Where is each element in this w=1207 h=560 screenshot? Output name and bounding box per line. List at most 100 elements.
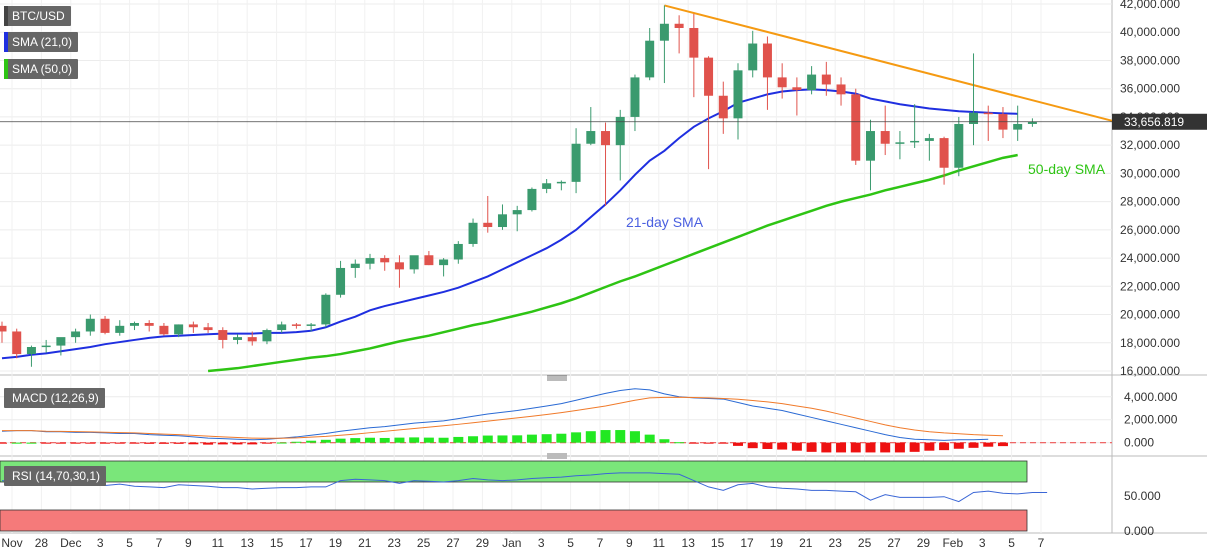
candle-body: [26, 347, 36, 355]
x-tick-label: 25: [858, 536, 872, 550]
price-y-tick-label: 30,000.000: [1120, 166, 1180, 180]
macd-histogram-bar: [703, 442, 714, 444]
candle-body: [792, 87, 802, 91]
price-y-tick-label: 42,000.000: [1120, 0, 1180, 11]
candle-body: [41, 345, 51, 348]
price-y-tick-label: 36,000.000: [1120, 82, 1180, 96]
x-tick-label: 11: [653, 536, 666, 550]
x-tick-label: Nov: [1, 536, 22, 550]
x-tick-label: 9: [626, 536, 633, 550]
rsi-legend[interactable]: RSI (14,70,30,1): [4, 466, 107, 486]
macd-histogram-bar: [821, 442, 832, 453]
sma21-legend[interactable]: SMA (21,0): [4, 32, 79, 52]
macd-histogram-bar: [438, 437, 449, 443]
candle-body: [247, 337, 257, 342]
candle-body: [321, 294, 331, 325]
macd-histogram-bar: [644, 434, 655, 443]
rsi-y-tick-label: 50.000: [1124, 489, 1161, 503]
macd-histogram-bar: [379, 437, 390, 443]
macd-histogram-bar: [953, 442, 964, 449]
price-y-tick-label: 20,000.000: [1120, 308, 1180, 322]
candle-body: [939, 138, 949, 168]
x-tick-label: 28: [35, 536, 49, 550]
macd-histogram-bar: [320, 439, 331, 443]
candle-body: [497, 214, 507, 228]
x-tick-label: 27: [446, 536, 460, 550]
price-y-tick-label: 40,000.000: [1120, 25, 1180, 39]
macd-signal-line: [2, 396, 1003, 439]
candles: [0, 5, 1037, 367]
candle-body: [659, 23, 669, 41]
macd-histogram-bar: [144, 442, 155, 444]
x-tick-label: 25: [417, 536, 431, 550]
rsi-label: RSI (14,70,30,1): [12, 469, 101, 483]
macd-histogram-bar: [129, 442, 140, 444]
macd-histogram-bar: [968, 442, 979, 448]
macd-legend[interactable]: MACD (12,26,9): [4, 388, 105, 408]
rsi-line: [1, 472, 1048, 503]
x-tick-label: 3: [538, 536, 545, 550]
macd-histogram-bar: [924, 442, 935, 451]
macd-histogram-bar: [865, 442, 876, 453]
candle-body: [336, 267, 346, 295]
x-tick-label: 19: [329, 536, 343, 550]
x-tick-label: 15: [270, 536, 284, 550]
macd-histogram-bar: [100, 442, 111, 444]
current-price-tag: [1112, 113, 1207, 130]
macd-line: [1, 388, 989, 441]
candle-body: [12, 331, 22, 355]
macd-histogram-bar: [762, 442, 773, 449]
candle-body: [100, 318, 110, 333]
macd-y-tick-label: 2,000.000: [1124, 413, 1178, 427]
x-tick-label: 7: [1038, 536, 1045, 550]
candle-body: [409, 255, 419, 270]
macd-histogram-bar: [468, 436, 479, 443]
macd-histogram-bar: [997, 442, 1008, 447]
candle-body: [0, 325, 7, 332]
macd-histogram-bar: [526, 434, 537, 443]
macd-histogram-bar: [114, 442, 125, 444]
price-y-tick-label: 16,000.000: [1120, 364, 1180, 378]
macd-histogram-bar: [939, 442, 950, 451]
x-tick-label: Feb: [942, 536, 963, 550]
candle-body: [645, 40, 655, 78]
price-y-tick-label: 18,000.000: [1120, 336, 1180, 350]
macd-histogram-bar: [556, 433, 567, 443]
candle-body: [188, 324, 198, 328]
macd-histogram-bar: [158, 442, 169, 444]
candle-body: [174, 324, 184, 335]
candle-body: [424, 255, 434, 266]
candle-body: [218, 330, 228, 340]
candle-body: [733, 70, 743, 119]
macd-y-tick-label: 4,000.000: [1124, 390, 1178, 404]
macd-histogram-bar: [188, 442, 199, 445]
candle-body: [983, 112, 993, 115]
sma50-legend[interactable]: SMA (50,0): [4, 59, 79, 79]
candle-body: [115, 325, 125, 333]
symbol-legend[interactable]: BTC/USD: [4, 6, 71, 26]
candle-body: [129, 323, 139, 326]
sma21-label: SMA (21,0): [12, 35, 73, 49]
candle-body: [203, 327, 213, 331]
price-y-tick-label: 32,000.000: [1120, 138, 1180, 152]
candle-body: [233, 337, 243, 340]
x-tick-label: 3: [97, 536, 104, 550]
candle-body: [910, 140, 920, 143]
x-tick-label: 19: [770, 536, 784, 550]
macd-histogram-bar: [85, 442, 96, 444]
candle-body: [85, 318, 95, 332]
macd-histogram-bar: [983, 442, 994, 447]
macd-histogram-bar: [247, 442, 258, 445]
macd-histogram-bar: [571, 432, 582, 443]
candle-body: [821, 74, 831, 85]
macd-histogram-bar: [306, 440, 317, 443]
macd-histogram-bar: [261, 442, 272, 444]
sma21-annotation: 21-day SMA: [626, 214, 704, 230]
price-y-tick-label: 38,000.000: [1120, 53, 1180, 67]
candle-body: [865, 131, 875, 161]
macd-histogram-bar: [880, 442, 891, 453]
x-tick-label: Dec: [60, 536, 81, 550]
candle-body: [1027, 121, 1037, 124]
rsi-overbought-zone: [0, 460, 1028, 483]
x-tick-label: 17: [740, 536, 754, 550]
